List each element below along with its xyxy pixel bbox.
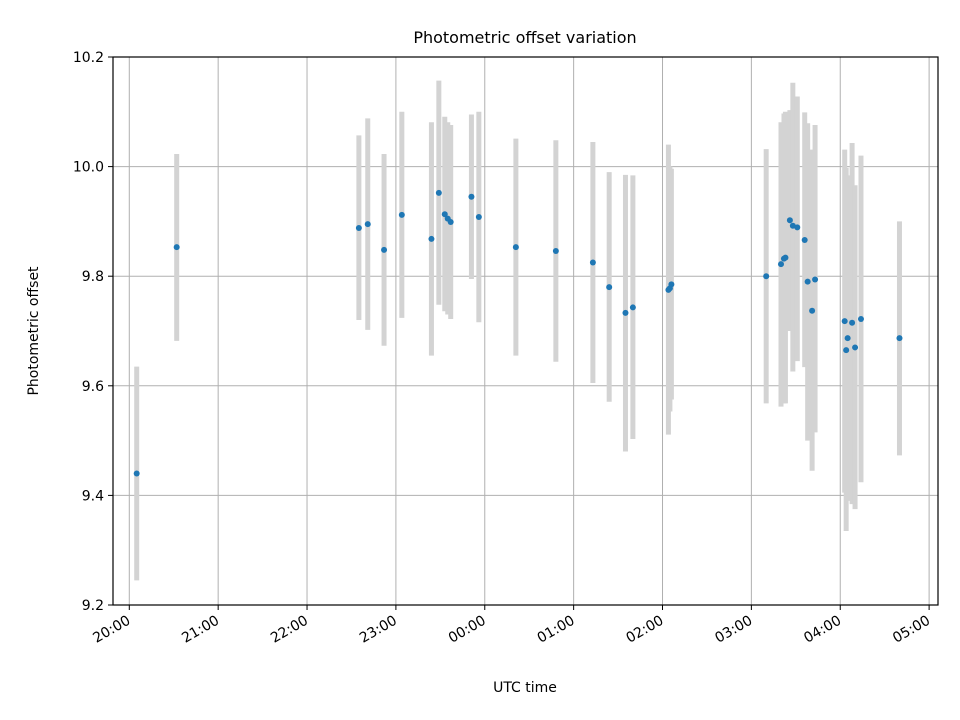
data-point <box>355 224 362 231</box>
y-tick-label: 10.0 <box>73 160 104 176</box>
chart-title: Photometric offset variation <box>413 28 636 47</box>
data-points <box>133 189 903 477</box>
y-tick-label: 9.2 <box>82 598 104 614</box>
x-tick-label: 02:00 <box>624 613 667 647</box>
data-point <box>809 307 816 314</box>
data-point <box>447 218 454 225</box>
data-point <box>777 261 784 268</box>
x-tick-label: 01:00 <box>535 613 578 647</box>
data-point <box>173 244 180 251</box>
data-point <box>896 335 903 342</box>
data-point <box>794 224 801 231</box>
y-tick-label: 9.6 <box>82 379 104 395</box>
x-axis-ticks: 20:00 21:00 22:00 23:00 00:00 01:00 02:00 03:00… <box>90 605 933 647</box>
x-tick-label: 03:00 <box>712 613 755 647</box>
x-tick-label: 00:00 <box>446 613 489 647</box>
plot-frame <box>112 56 939 606</box>
data-point <box>849 319 856 326</box>
data-point <box>133 470 140 477</box>
data-point <box>763 273 770 280</box>
y-axis-ticks: 9.2 9.4 9.6 9.8 10.0 10.2 <box>73 50 113 614</box>
data-point <box>589 259 596 266</box>
error-bars <box>134 80 902 581</box>
y-tick-label: 9.4 <box>82 488 104 504</box>
y-tick-label: 10.2 <box>73 50 104 66</box>
data-point <box>801 237 808 244</box>
data-point <box>552 247 559 254</box>
data-point <box>857 315 864 322</box>
data-point <box>852 344 859 351</box>
x-tick-label: 21:00 <box>179 613 222 647</box>
data-point <box>812 276 819 283</box>
data-point <box>844 335 851 342</box>
data-point <box>668 281 675 288</box>
data-point <box>512 244 519 251</box>
data-point <box>606 284 613 291</box>
data-point <box>841 318 848 325</box>
data-point <box>428 235 435 242</box>
data-point <box>629 304 636 311</box>
data-point <box>782 254 789 261</box>
data-point <box>786 217 793 224</box>
data-point <box>804 278 811 285</box>
x-tick-label: 22:00 <box>268 613 311 647</box>
x-tick-label: 05:00 <box>890 613 933 647</box>
data-point <box>475 214 482 221</box>
y-axis-label: Photometric offset <box>26 266 42 396</box>
x-tick-label: 23:00 <box>357 613 400 647</box>
data-point <box>468 193 475 200</box>
data-point <box>843 347 850 354</box>
data-point <box>441 211 448 218</box>
x-axis-label: UTC time <box>493 680 557 696</box>
data-point <box>435 189 442 196</box>
data-point <box>398 211 405 218</box>
y-tick-label: 9.8 <box>82 269 104 285</box>
data-point <box>381 246 388 253</box>
data-point <box>364 221 371 228</box>
x-tick-label: 20:00 <box>90 613 133 647</box>
x-tick-label: 04:00 <box>801 613 844 647</box>
data-point <box>622 309 629 316</box>
